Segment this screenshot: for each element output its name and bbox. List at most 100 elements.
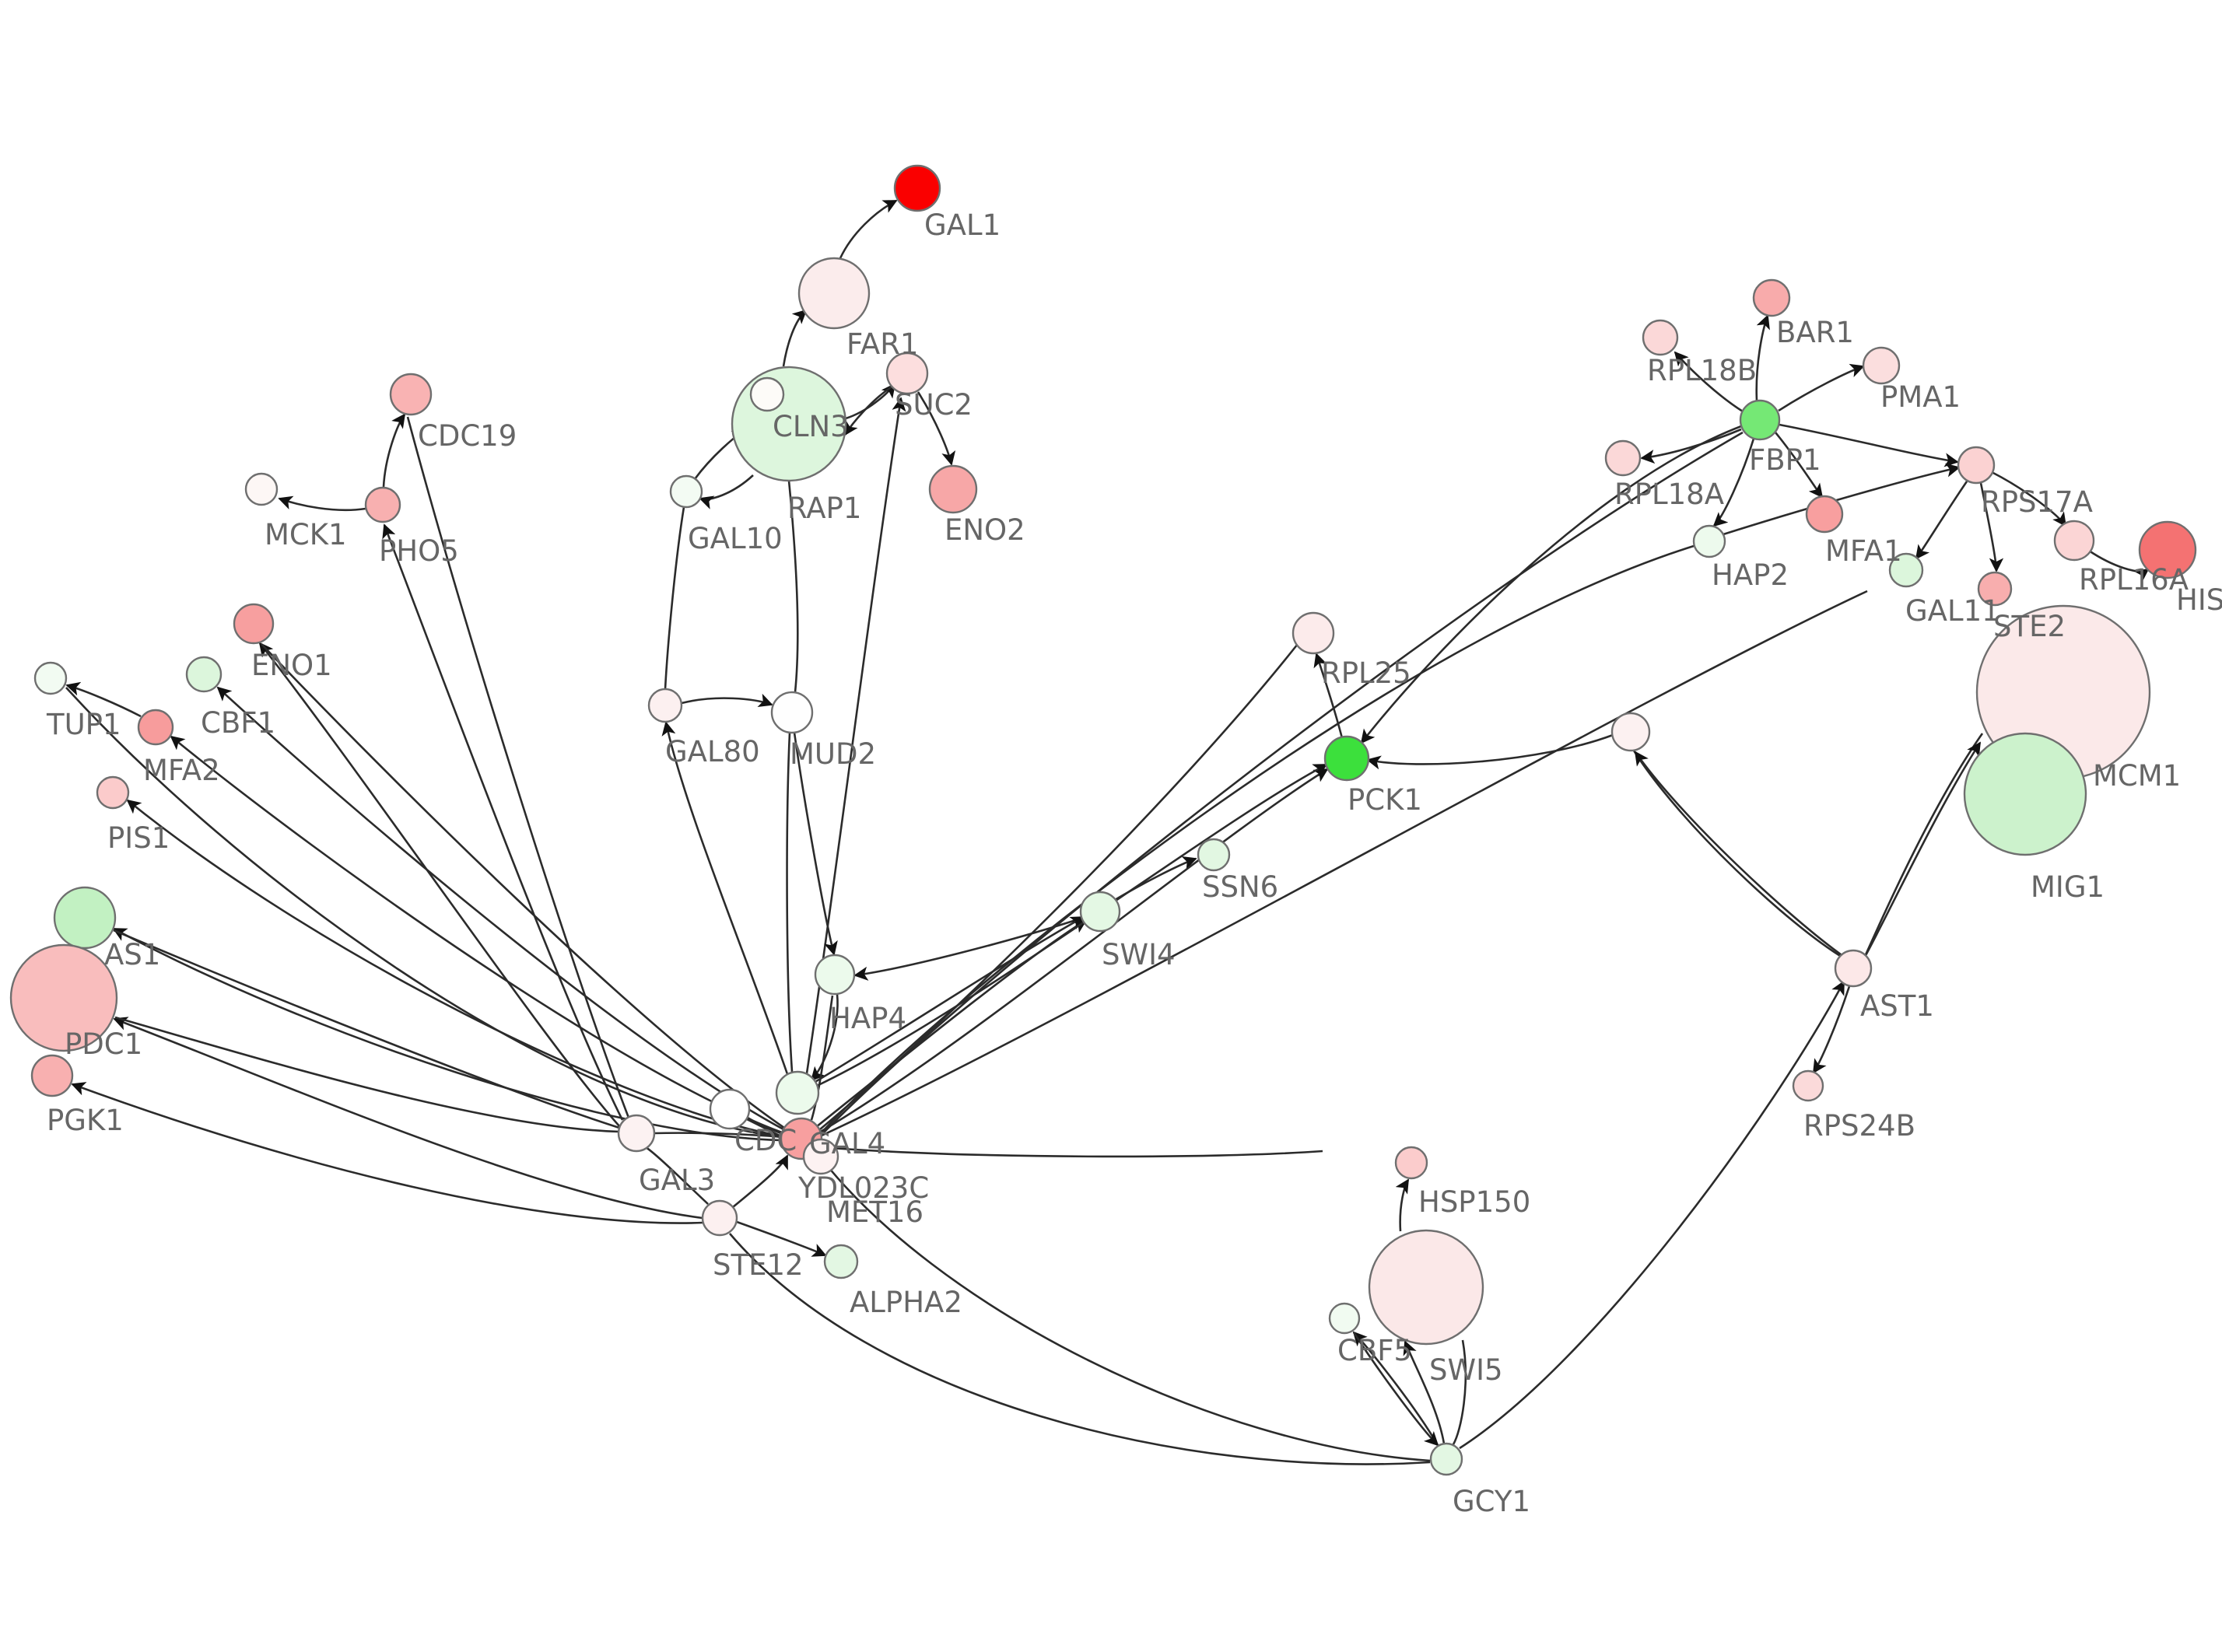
edge-fbp1-to-rps17a[interactable] bbox=[1779, 423, 1959, 467]
node-eno2[interactable] bbox=[928, 464, 978, 514]
node-alpha2[interactable] bbox=[823, 1244, 859, 1279]
node-cdc19[interactable] bbox=[389, 373, 433, 416]
node-mfa2[interactable] bbox=[137, 709, 174, 746]
node-hap2[interactable] bbox=[1692, 524, 1726, 558]
edge-ste12-to-pgk1[interactable] bbox=[71, 1082, 703, 1224]
node-pck1[interactable] bbox=[1323, 735, 1370, 782]
node-unl1[interactable] bbox=[1610, 712, 1651, 752]
edge-gal4up-to-pck1[interactable] bbox=[816, 763, 1328, 1087]
edge-fbp1-to-hap2[interactable] bbox=[1712, 438, 1755, 527]
edge-ast1-to-rps24b[interactable] bbox=[1812, 985, 1851, 1074]
edge-gal4-to-met16[interactable] bbox=[820, 1146, 1323, 1158]
node-rpl25[interactable] bbox=[1291, 611, 1335, 655]
edge-fbp1-to-bar1[interactable] bbox=[1755, 314, 1770, 401]
node-mfa1[interactable] bbox=[1805, 495, 1844, 534]
edge-gal4-to-pck1[interactable] bbox=[818, 768, 1329, 1134]
node-hap4[interactable] bbox=[814, 954, 856, 996]
edge-fbp1-to-pma1[interactable] bbox=[1778, 363, 1865, 412]
node-fbp1[interactable] bbox=[1739, 399, 1781, 441]
edge-suc2-to-eno2[interactable] bbox=[916, 391, 956, 466]
node-as1[interactable] bbox=[53, 886, 117, 950]
node-ydl023c[interactable] bbox=[802, 1138, 839, 1175]
edge-pho5-to-mck1[interactable] bbox=[278, 495, 366, 512]
edge-gal4up-to-gal80[interactable] bbox=[661, 721, 789, 1075]
edge-suc2-to-cln3[interactable] bbox=[843, 384, 894, 436]
node-swi5[interactable] bbox=[1368, 1229, 1484, 1346]
node-cbf1[interactable] bbox=[185, 656, 223, 693]
node-gal11[interactable] bbox=[1888, 552, 1924, 588]
edge-ste12-to-gal3[interactable] bbox=[645, 1146, 709, 1205]
edge-rps17a-to-rpl16a[interactable] bbox=[1991, 471, 2067, 527]
edge-gal4-to-cbf1[interactable] bbox=[216, 686, 784, 1131]
node-gal10[interactable] bbox=[669, 474, 703, 509]
edge-cln3-to-gal10[interactable] bbox=[699, 474, 754, 509]
edge-mud2-to-hap4[interactable] bbox=[793, 732, 838, 956]
node-eno1[interactable] bbox=[233, 603, 275, 645]
edge-gal4up-to-mud2[interactable] bbox=[786, 732, 794, 1073]
node-gal1[interactable] bbox=[893, 164, 941, 212]
edge-gal4up-to-swi4[interactable] bbox=[813, 915, 1085, 1084]
edge-gal3-to-cdc19[interactable] bbox=[406, 416, 630, 1118]
edge-ast1-to-mcm1[interactable] bbox=[1863, 741, 1982, 959]
node-his4[interactable] bbox=[2138, 520, 2197, 579]
edge-gal4-to-mfa2[interactable] bbox=[170, 735, 783, 1134]
edge-ast1-to-unl1[interactable] bbox=[1634, 751, 1845, 958]
edge-rps17a-to-ste2[interactable] bbox=[1979, 482, 2004, 572]
node-rpl18b[interactable] bbox=[1642, 319, 1679, 356]
node-swi4[interactable] bbox=[1079, 891, 1121, 933]
edge-far1-to-gal1[interactable] bbox=[839, 199, 898, 259]
edge-ste12-to-gal4[interactable] bbox=[732, 1154, 789, 1209]
edge-fbp1-to-gal4[interactable] bbox=[822, 431, 1744, 1135]
node-rpl18a[interactable] bbox=[1604, 439, 1642, 477]
edge-hap2-to-rps17a[interactable] bbox=[1723, 463, 1961, 536]
edge-mcm1-to-ast1[interactable] bbox=[1863, 733, 1984, 959]
node-gcy1[interactable] bbox=[1429, 1442, 1463, 1476]
edge-ste12-to-pdc1[interactable] bbox=[113, 1017, 703, 1220]
node-rpl16a[interactable] bbox=[2053, 520, 2095, 562]
node-ast1[interactable] bbox=[1834, 949, 1873, 988]
edge-unl1-to-ast1[interactable] bbox=[1632, 750, 1845, 960]
edge-fbp1-to-rpl18a[interactable] bbox=[1640, 428, 1742, 464]
edge-rps17a-to-gal11[interactable] bbox=[1915, 481, 1968, 560]
node-rps17a[interactable] bbox=[1957, 446, 1996, 485]
edge-pck1-to-rpl25[interactable] bbox=[1313, 653, 1344, 739]
node-ste12[interactable] bbox=[701, 1199, 738, 1237]
edge-gal3-to-pdc1[interactable] bbox=[114, 1016, 620, 1133]
edge-gal4-to-eno1[interactable] bbox=[261, 643, 785, 1129]
edge-gal3-to-as1[interactable] bbox=[113, 929, 620, 1129]
edge-ste12-to-gcy1[interactable] bbox=[729, 1233, 1431, 1465]
node-hsp150[interactable] bbox=[1394, 1146, 1428, 1180]
edge-gal80-to-mud2[interactable] bbox=[681, 693, 773, 707]
edge-mud2-to-rap1[interactable] bbox=[787, 480, 799, 693]
edge-fbp1-to-rpl18b[interactable] bbox=[1674, 351, 1744, 413]
edge-ste12-to-alpha2[interactable] bbox=[736, 1220, 827, 1257]
edge-gcy1-to-ast1[interactable] bbox=[1459, 980, 1845, 1450]
node-rps24b[interactable] bbox=[1792, 1069, 1824, 1102]
node-pho5[interactable] bbox=[364, 486, 401, 523]
edge-fbp1-to-mfa1[interactable] bbox=[1774, 432, 1824, 499]
node-mud2[interactable] bbox=[770, 691, 814, 734]
node-pis1[interactable] bbox=[96, 775, 130, 810]
node-bar1[interactable] bbox=[1752, 278, 1791, 317]
edge-gal4-to-pis1[interactable] bbox=[126, 799, 783, 1138]
node-ste2[interactable] bbox=[1977, 571, 2013, 607]
edge-gal4-to-his4[interactable] bbox=[821, 590, 1868, 1137]
node-ssn6[interactable] bbox=[1197, 838, 1231, 872]
node-pdc1[interactable] bbox=[9, 943, 118, 1052]
edge-cbf5-to-gcy1[interactable] bbox=[1352, 1332, 1439, 1447]
node-cbf5[interactable] bbox=[1328, 1302, 1361, 1335]
node-pgk1[interactable] bbox=[30, 1054, 74, 1097]
edge-hap2-to-gal4[interactable] bbox=[821, 544, 1695, 1133]
edge-gal4-to-hap4[interactable] bbox=[810, 995, 834, 1121]
edge-hap4-to-gal4up[interactable] bbox=[810, 993, 839, 1082]
edge-swi5-to-hsp150[interactable] bbox=[1395, 1178, 1410, 1232]
edge-gal10-to-gal80[interactable] bbox=[664, 506, 685, 690]
edge-gcy1-to-swi5[interactable] bbox=[1403, 1340, 1446, 1444]
node-mck1[interactable] bbox=[244, 472, 279, 506]
edge-rpl16a-to-his4[interactable] bbox=[2088, 549, 2150, 583]
edge-gal4-to-gcy1[interactable] bbox=[815, 1152, 1431, 1462]
edge-gal3-to-eno1[interactable] bbox=[258, 642, 621, 1128]
node-cdc[interactable] bbox=[709, 1088, 751, 1130]
edge-swi5-to-gcy1[interactable] bbox=[1452, 1339, 1467, 1445]
node-mig1[interactable] bbox=[1963, 732, 2087, 856]
